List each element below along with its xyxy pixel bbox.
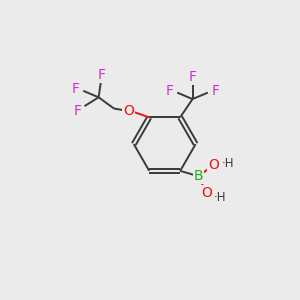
Text: ·H: ·H <box>222 157 235 170</box>
Text: F: F <box>72 82 80 96</box>
Text: F: F <box>188 70 196 84</box>
Text: B: B <box>194 169 203 183</box>
Text: F: F <box>74 103 82 118</box>
Text: O: O <box>201 186 212 200</box>
Text: ·H: ·H <box>214 191 226 205</box>
Text: F: F <box>98 68 106 82</box>
Text: F: F <box>211 84 219 98</box>
Text: O: O <box>208 158 219 172</box>
Text: O: O <box>123 104 134 118</box>
Text: F: F <box>166 84 174 98</box>
